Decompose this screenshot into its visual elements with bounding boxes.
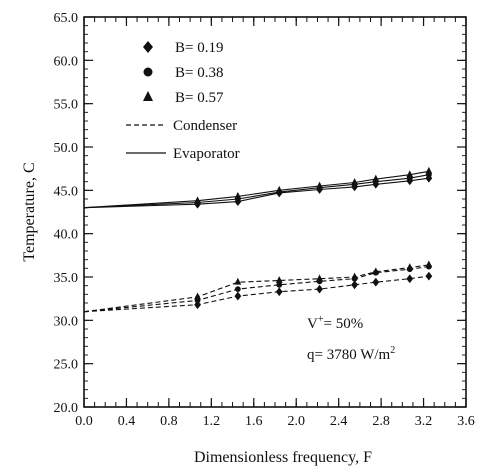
x-tick-label: 2.8: [372, 414, 390, 429]
y-tick-label: 65.0: [54, 11, 79, 26]
y-tick-label: 25.0: [54, 358, 79, 373]
x-tick-label: 2.0: [287, 414, 305, 429]
x-tick-label: 0.4: [118, 414, 136, 429]
x-tick-label: 3.6: [457, 414, 475, 429]
y-tick-label: 20.0: [54, 401, 79, 416]
legend-label: Condenser: [173, 118, 237, 134]
x-tick-label: 0.0: [75, 414, 93, 429]
x-tick-label: 1.2: [203, 414, 221, 429]
annotation-heat-flux: q= 3780 W/m2: [307, 345, 395, 363]
y-tick-label: 60.0: [54, 54, 79, 69]
legend-label: B= 0.57: [175, 90, 224, 106]
y-tick-label: 30.0: [54, 314, 79, 329]
x-tick-label: 2.4: [330, 414, 348, 429]
legend-label: Evaporator: [173, 146, 240, 162]
legend-label: B= 0.19: [175, 40, 223, 56]
x-tick-label: 0.8: [160, 414, 178, 429]
x-tick-label: 1.6: [245, 414, 263, 429]
y-tick-label: 35.0: [54, 271, 79, 286]
annotation-volume: V+= 50%: [307, 314, 363, 332]
y-tick-label: 45.0: [54, 184, 79, 199]
y-tick-label: 55.0: [54, 98, 79, 113]
y-axis-title: Temperature, C: [21, 162, 38, 261]
condenser-point: [235, 286, 241, 292]
x-axis-title: Dimensionless frequency, F: [194, 449, 372, 466]
legend-marker: [144, 68, 153, 77]
x-tick-label: 3.2: [415, 414, 433, 429]
y-tick-label: 40.0: [54, 228, 79, 243]
legend-label: B= 0.38: [175, 65, 223, 81]
y-tick-label: 50.0: [54, 141, 79, 156]
